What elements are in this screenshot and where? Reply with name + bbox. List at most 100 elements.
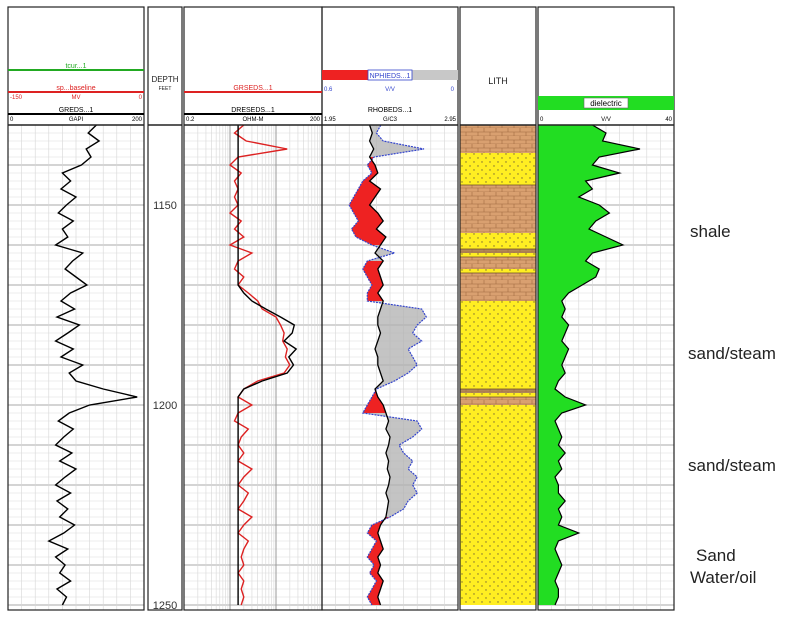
header-dielectric: dielectric [590, 99, 622, 108]
crossover-fill [371, 517, 390, 525]
separation-fill [388, 477, 418, 485]
svg-text:40: 40 [665, 117, 672, 123]
log-curves [47, 124, 641, 606]
separation-fill [371, 245, 395, 253]
crossover-fill [369, 573, 384, 581]
scale-right: 200 [132, 117, 143, 123]
separation-fill [385, 445, 404, 453]
scale-unit: OHM-M [243, 117, 264, 123]
crossover-fill [356, 237, 386, 245]
fill-areas [349, 125, 640, 605]
header-GREDS...1: GREDS...1 [59, 107, 94, 114]
annotation-shale: shale [690, 222, 731, 241]
annotation-sand-steam-2: sand/steam [688, 456, 776, 475]
svg-text:0.6: 0.6 [324, 87, 333, 93]
svg-text:0: 0 [451, 87, 455, 93]
svg-text:1.95: 1.95 [324, 117, 336, 123]
header-sp...baseline: sp...baseline [56, 85, 95, 92]
separation-fill [377, 357, 418, 365]
separation-fill [369, 133, 384, 141]
separation-fill [375, 349, 413, 357]
lith-title: LITH [488, 76, 508, 86]
crossover-fill [369, 565, 381, 573]
crossover-fill [367, 597, 381, 605]
crossover-fill [367, 557, 381, 565]
crossover-fill [367, 549, 384, 557]
separation-fill [387, 461, 413, 469]
crossover-fill [362, 261, 384, 269]
crossover-fill [351, 221, 384, 229]
crossover-fill [371, 541, 384, 549]
lithology-track [460, 124, 536, 605]
crossover-fill [358, 181, 381, 189]
separation-fill [375, 341, 422, 349]
dielectric-fill [538, 125, 640, 605]
header-fill-red [322, 70, 382, 80]
crossover-fill [349, 197, 375, 205]
separation-fill [385, 429, 422, 437]
scale-right: 200 [310, 117, 321, 123]
crossover-fill [353, 189, 381, 197]
crossover-fill [362, 173, 378, 181]
separation-fill [385, 421, 422, 429]
separation-fill [377, 333, 422, 341]
curve-dreseds [237, 125, 298, 605]
header-NPHIEDS...1: NPHIEDS...1 [370, 73, 411, 80]
separation-fill [377, 365, 418, 373]
separation-fill [385, 453, 413, 461]
depth-tick-1200: 1200 [153, 400, 177, 412]
curve-gr [47, 124, 138, 606]
depth-title: DEPTH [151, 75, 178, 84]
svg-text:G/C3: G/C3 [383, 117, 398, 123]
separation-fill [385, 493, 418, 501]
curve-rhob [368, 124, 391, 606]
crossover-fill [367, 525, 381, 533]
crossover-fill [362, 269, 381, 277]
crossover-fill [353, 213, 384, 221]
crossover-fill [367, 589, 381, 597]
scale-left: 0 [10, 117, 14, 123]
annotation-sand: Sand [696, 546, 736, 565]
separation-fill [388, 437, 413, 445]
scale-left: 0.2 [186, 117, 195, 123]
separation-fill [387, 501, 409, 509]
crossover-fill [351, 229, 386, 237]
svg-text:V/V: V/V [601, 117, 611, 123]
separation-fill [369, 125, 381, 133]
header-tcur...1: tcur...1 [65, 63, 86, 70]
separation-fill [369, 141, 424, 149]
separation-fill [377, 317, 427, 325]
header-fill-grey [382, 70, 458, 80]
depth-labels: 1150 1200 1250 [153, 200, 177, 612]
annotation-water-oil: Water/oil [690, 568, 757, 587]
track-headers: GREDS...1 0 GAPI 200 sp...baseline -150 MV 0 tcu… [8, 63, 674, 123]
svg-text:0: 0 [540, 117, 544, 123]
header-DRESEDS...1: DRESEDS...1 [231, 107, 275, 114]
svg-text:2.95: 2.95 [444, 117, 456, 123]
curve-dielectric [554, 124, 641, 606]
crossover-fill [367, 533, 381, 541]
separation-fill [387, 469, 418, 477]
depth-unit: FEET [159, 86, 172, 92]
separation-fill [377, 309, 427, 317]
scale-unit: GAPI [69, 117, 84, 123]
crossover-fill [371, 581, 384, 589]
crossover-fill [362, 405, 386, 413]
header-RHOBEDS...1: RHOBEDS...1 [368, 107, 412, 114]
separation-fill [377, 325, 418, 333]
svg-text:V/V: V/V [385, 87, 395, 93]
separation-fill [385, 485, 418, 493]
scale-unit: MV [72, 95, 81, 101]
separation-fill [380, 373, 409, 381]
curve-nphi [348, 124, 428, 606]
depth-tick-1250: 1250 [153, 600, 177, 612]
scale-right: 0 [139, 95, 143, 101]
crossover-fill [349, 205, 378, 213]
crossover-fill [367, 293, 384, 301]
depth-tick-1150: 1150 [153, 200, 177, 212]
track-frames [7, 6, 675, 611]
separation-fill [385, 509, 404, 517]
header-GRSEDS...1: GRSEDS...1 [233, 85, 272, 92]
scale-left: -150 [10, 95, 23, 101]
